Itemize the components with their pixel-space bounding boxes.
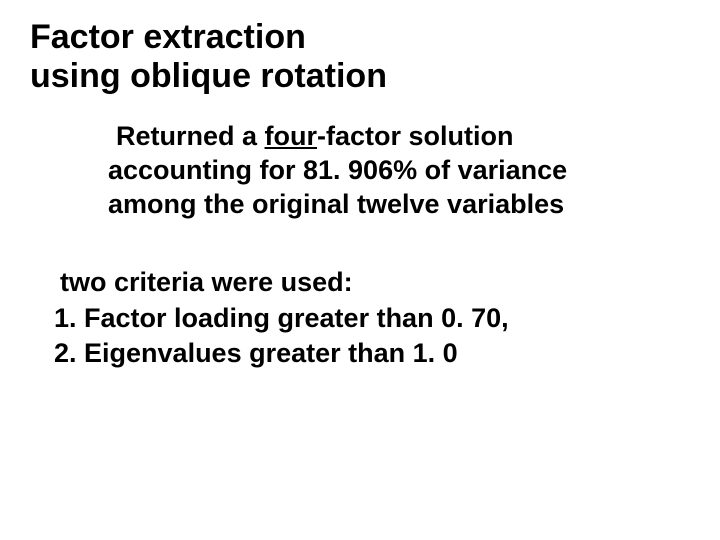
title-line-1: Factor extraction <box>30 18 306 56</box>
result-underlined: four <box>265 121 317 151</box>
result-line-2: accounting for 81. 906% of variance <box>108 155 567 185</box>
slide: Factor extraction using oblique rotation… <box>0 0 720 540</box>
criteria-item-2: 2. Eigenvalues greater than 1. 0 <box>54 336 690 371</box>
criteria-item-1: 1. Factor loading greater than 0. 70, <box>54 301 690 336</box>
criteria-intro: two criteria were used: <box>60 265 690 300</box>
result-paragraph: Returned a four-factor solution accounti… <box>108 120 670 221</box>
result-line-3: among the original twelve variables <box>108 189 564 219</box>
result-post1: -factor solution <box>317 121 514 151</box>
result-pre: Returned a <box>116 121 265 151</box>
slide-title: Factor extraction using oblique rotation <box>30 18 690 96</box>
title-line-2: using oblique rotation <box>30 57 387 95</box>
criteria-block: two criteria were used: 1. Factor loadin… <box>54 265 690 370</box>
